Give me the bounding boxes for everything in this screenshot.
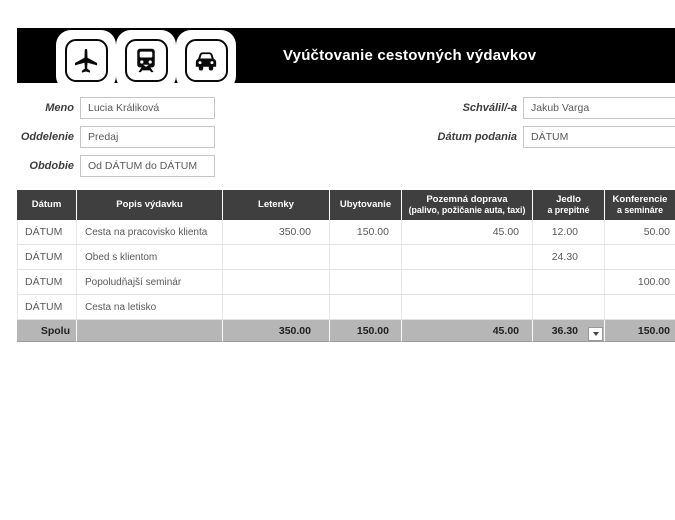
airplane-icon	[64, 39, 108, 82]
cell-date[interactable]: DÁTUM	[17, 220, 77, 245]
total-meals: 36.30	[533, 320, 605, 342]
cell-ground-transport[interactable]	[402, 270, 533, 295]
train-icon	[124, 39, 168, 82]
cell-meals[interactable]: 24.30	[533, 245, 605, 270]
cell-date[interactable]: DÁTUM	[17, 245, 77, 270]
total-lodging: 150.00	[330, 320, 402, 342]
table-row: DÁTUM Popoludňajší seminár 100.00	[17, 270, 675, 295]
cell-flights[interactable]	[223, 295, 330, 320]
cell-conferences[interactable]	[605, 295, 675, 320]
col-header-meals: Jedlo a prepitné	[533, 190, 605, 220]
cell-lodging[interactable]: 150.00	[330, 220, 402, 245]
submission-date-field[interactable]: DÁTUM	[523, 126, 675, 148]
col-header-lodging: Ubytovanie	[330, 190, 402, 220]
approver-label: Schválil/-a	[462, 102, 517, 114]
col-header-date: Dátum	[17, 190, 77, 220]
period-field[interactable]: Od DÁTUM do DÁTUM	[80, 155, 215, 177]
name-label: Meno	[45, 102, 74, 114]
total-description-spacer	[77, 320, 223, 342]
chevron-down-icon	[592, 332, 599, 336]
col-header-ground-transport: Pozemná doprava (palivo, požičanie auta, …	[402, 190, 533, 220]
train-tile	[116, 30, 176, 91]
cell-meals[interactable]: 12.00	[533, 220, 605, 245]
period-label: Obdobie	[29, 160, 74, 172]
department-field[interactable]: Predaj	[80, 126, 215, 148]
table-row: DÁTUM Obed s klientom 24.30	[17, 245, 675, 270]
cell-conferences[interactable]	[605, 245, 675, 270]
name-field[interactable]: Lucia Králiková	[80, 97, 215, 119]
cell-description[interactable]: Popoludňajší seminár	[77, 270, 223, 295]
cell-lodging[interactable]	[330, 270, 402, 295]
approver-field[interactable]: Jakub Varga	[523, 97, 675, 119]
cell-ground-transport[interactable]: 45.00	[402, 220, 533, 245]
cell-flights[interactable]	[223, 270, 330, 295]
total-ground-transport: 45.00	[402, 320, 533, 342]
col-header-description: Popis výdavku	[77, 190, 223, 220]
submission-date-label: Dátum podania	[437, 131, 517, 143]
cell-ground-transport[interactable]	[402, 245, 533, 270]
table-row: DÁTUM Cesta na letisko	[17, 295, 675, 320]
expense-table: Dátum Popis výdavku Letenky Ubytovanie P…	[17, 190, 675, 342]
cell-meals[interactable]	[533, 295, 605, 320]
col-header-flights: Letenky	[223, 190, 330, 220]
cell-meals[interactable]	[533, 270, 605, 295]
cell-description[interactable]: Obed s klientom	[77, 245, 223, 270]
cell-flights[interactable]	[223, 245, 330, 270]
airplane-tile	[56, 30, 116, 91]
cell-conferences[interactable]: 50.00	[605, 220, 675, 245]
total-flights: 350.00	[223, 320, 330, 342]
form-right: Schválil/-a Jakub Varga Dátum podania DÁ…	[410, 97, 675, 155]
title-bar: Vyúčtovanie cestovných výdavkov	[17, 28, 675, 91]
table-header-row: Dátum Popis výdavku Letenky Ubytovanie P…	[17, 190, 675, 220]
cell-lodging[interactable]	[330, 295, 402, 320]
total-label: Spolu	[17, 320, 77, 342]
cell-date[interactable]: DÁTUM	[17, 295, 77, 320]
total-conferences: 150.00	[605, 320, 675, 342]
car-icon	[184, 39, 228, 82]
page-title: Vyúčtovanie cestovných výdavkov	[283, 47, 537, 64]
cell-date[interactable]: DÁTUM	[17, 270, 77, 295]
car-tile	[176, 30, 236, 91]
cell-flights[interactable]: 350.00	[223, 220, 330, 245]
cell-lodging[interactable]	[330, 245, 402, 270]
table-row: DÁTUM Cesta na pracovisko klienta 350.00…	[17, 220, 675, 245]
cell-conferences[interactable]: 100.00	[605, 270, 675, 295]
cell-dropdown-button[interactable]	[588, 327, 603, 341]
cell-ground-transport[interactable]	[402, 295, 533, 320]
cell-description[interactable]: Cesta na pracovisko klienta	[77, 220, 223, 245]
cell-description[interactable]: Cesta na letisko	[77, 295, 223, 320]
col-header-conferences: Konferencie a semináre	[605, 190, 675, 220]
transport-icons	[56, 30, 236, 91]
form-left: Meno Lucia Králiková Oddelenie Predaj Ob…	[0, 97, 215, 184]
department-label: Oddelenie	[20, 131, 74, 143]
total-row: Spolu 350.00 150.00 45.00 36.30 150.00	[17, 320, 675, 342]
